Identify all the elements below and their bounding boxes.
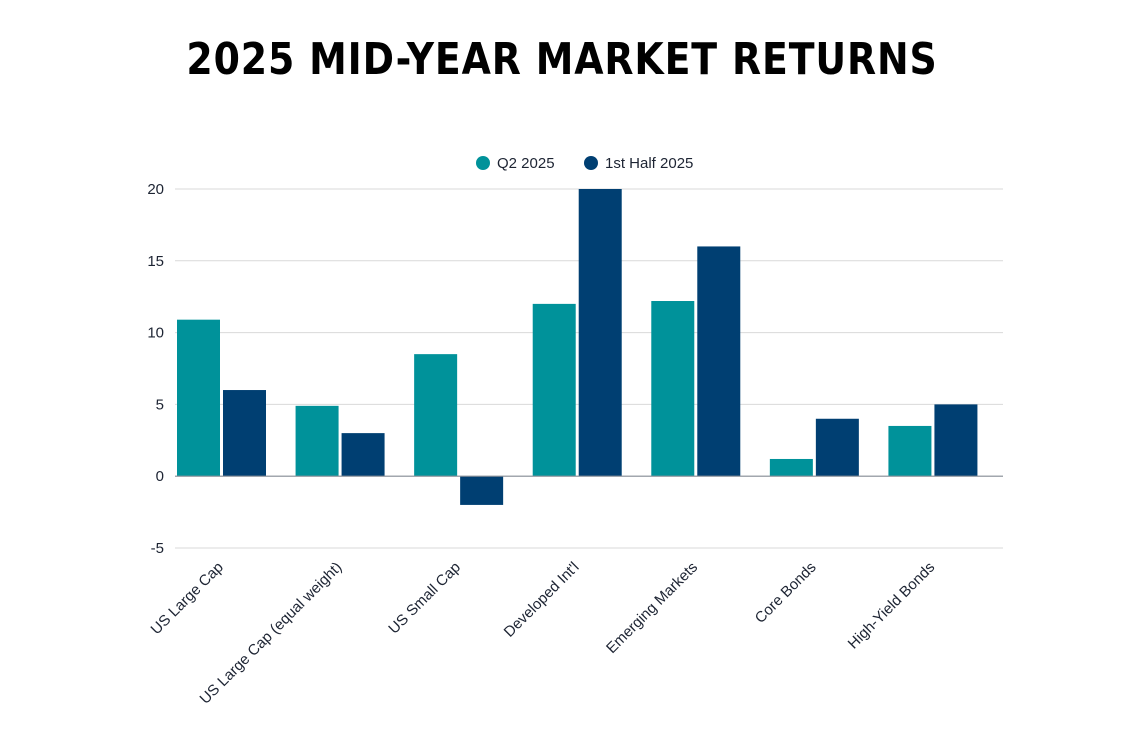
x-category-label: Developed Int'l [501, 559, 583, 641]
bar-q2-2025 [888, 425, 932, 477]
x-category-label: Emerging Markets [603, 559, 701, 657]
bar-1st-half-2025 [223, 390, 266, 477]
legend-marker [476, 156, 490, 170]
legend-marker [584, 156, 598, 170]
bar-q2-2025 [769, 458, 813, 477]
chart-title: 2025 MID-YEAR MARKET RETURNS [186, 34, 938, 85]
bars [177, 189, 978, 505]
bar-q2-2025 [532, 303, 576, 477]
bar-1st-half-2025 [578, 189, 622, 477]
bar-1st-half-2025 [934, 404, 978, 477]
y-axis-ticks: 20 15 10 5 0 -5 [147, 181, 164, 557]
bar-q2-2025 [414, 354, 458, 477]
bar-q2-2025 [651, 301, 695, 477]
x-category-label: US Large Cap [148, 559, 227, 638]
y-tick-label: 0 [156, 468, 164, 485]
bar-1st-half-2025 [697, 246, 741, 477]
x-category-label: Core Bonds [752, 559, 820, 627]
bar-q2-2025 [295, 405, 339, 477]
x-category-label: US Small Cap [385, 559, 464, 638]
bar-1st-half-2025 [815, 418, 859, 477]
y-tick-label: 20 [147, 181, 164, 198]
bar-1st-half-2025 [460, 476, 504, 505]
bar-1st-half-2025 [341, 433, 385, 477]
y-tick-label: 15 [147, 253, 164, 270]
legend: Q2 2025 1st Half 2025 [476, 155, 693, 172]
y-tick-label: 10 [147, 325, 164, 342]
legend-label: Q2 2025 [497, 155, 555, 172]
y-tick-label: -5 [151, 540, 164, 557]
x-category-label: US Large Cap (equal weight) [197, 559, 346, 708]
x-category-label: High-Yield Bonds [845, 559, 939, 653]
legend-label: 1st Half 2025 [605, 155, 693, 172]
y-tick-label: 5 [156, 396, 164, 413]
bar-q2-2025 [177, 319, 220, 477]
